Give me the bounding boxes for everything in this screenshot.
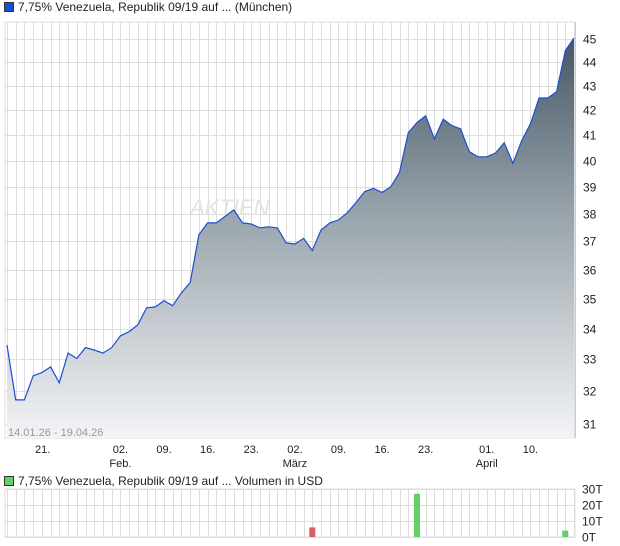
date-axis: 21. 02. Feb. 09. 16. 23. 02. März 09. 16. 23. 01. Ap… [35, 444, 538, 470]
volume-grid [4, 488, 576, 538]
x-tick-label: 02. [113, 444, 128, 456]
x-tick-label: 10. [523, 444, 538, 456]
price-axis: 31 32 33 34 35 36 37 38 39 40 41 42 43 44 45 [583, 33, 597, 432]
y-tick-label: 43 [583, 80, 597, 94]
x-tick-label: 16. [200, 444, 215, 456]
y-tick-label: 36 [583, 264, 597, 278]
x-tick-label: 01. [479, 444, 494, 456]
y-tick-label: 38 [583, 208, 597, 222]
volume-chart-title-text: 7,75% Venezuela, Republik 09/19 auf ... … [18, 474, 323, 488]
y-tick-label: 37 [583, 235, 597, 249]
y-tick-label: 39 [583, 181, 597, 195]
y-tick-label: 32 [583, 385, 597, 399]
x-tick-label: 21. [35, 444, 50, 456]
y-tick-label: 35 [583, 293, 597, 307]
volume-y-tick-label: 10T [582, 515, 603, 529]
volume-bars [309, 493, 569, 537]
date-range-label: 14.01.26 - 19.04.26 [8, 427, 103, 439]
x-month-label: April [476, 458, 498, 470]
volume-bar [413, 493, 420, 537]
y-tick-label: 34 [583, 323, 597, 337]
y-tick-label: 33 [583, 353, 597, 367]
volume-plot-area [4, 488, 576, 538]
volume-y-tick-label: 30T [582, 483, 603, 497]
x-tick-label: 23. [244, 444, 259, 456]
y-tick-label: 41 [583, 129, 597, 143]
price-chart-title-text: 7,75% Venezuela, Republik 09/19 auf ... … [18, 0, 293, 14]
price-area-fill [7, 37, 574, 439]
volume-bar [562, 530, 569, 537]
y-tick-label: 31 [583, 418, 597, 432]
price-chart-title: 7,75% Venezuela, Republik 09/19 auf ... … [4, 0, 292, 14]
y-tick-label: 40 [583, 155, 597, 169]
y-tick-label: 44 [583, 56, 597, 70]
x-tick-label: 23. [418, 444, 433, 456]
x-tick-label: 02. [287, 444, 302, 456]
x-tick-label: 16. [374, 444, 389, 456]
legend-swatch-price [4, 2, 14, 12]
volume-y-tick-label: 0T [582, 531, 597, 545]
x-tick-label: 09. [331, 444, 346, 456]
volume-y-tick-label: 20T [582, 499, 603, 513]
y-tick-label: 42 [583, 104, 597, 118]
legend-swatch-volume [4, 476, 14, 486]
y-tick-label: 45 [583, 33, 597, 47]
volume-chart-title: 7,75% Venezuela, Republik 09/19 auf ... … [4, 474, 323, 488]
volume-bar [309, 527, 316, 537]
price-line [6, 37, 575, 401]
x-month-label: Feb. [109, 458, 131, 470]
volume-axis: 0T 10T 20T 30T [582, 483, 603, 545]
x-tick-label: 09. [156, 444, 171, 456]
x-month-label: März [283, 458, 307, 470]
